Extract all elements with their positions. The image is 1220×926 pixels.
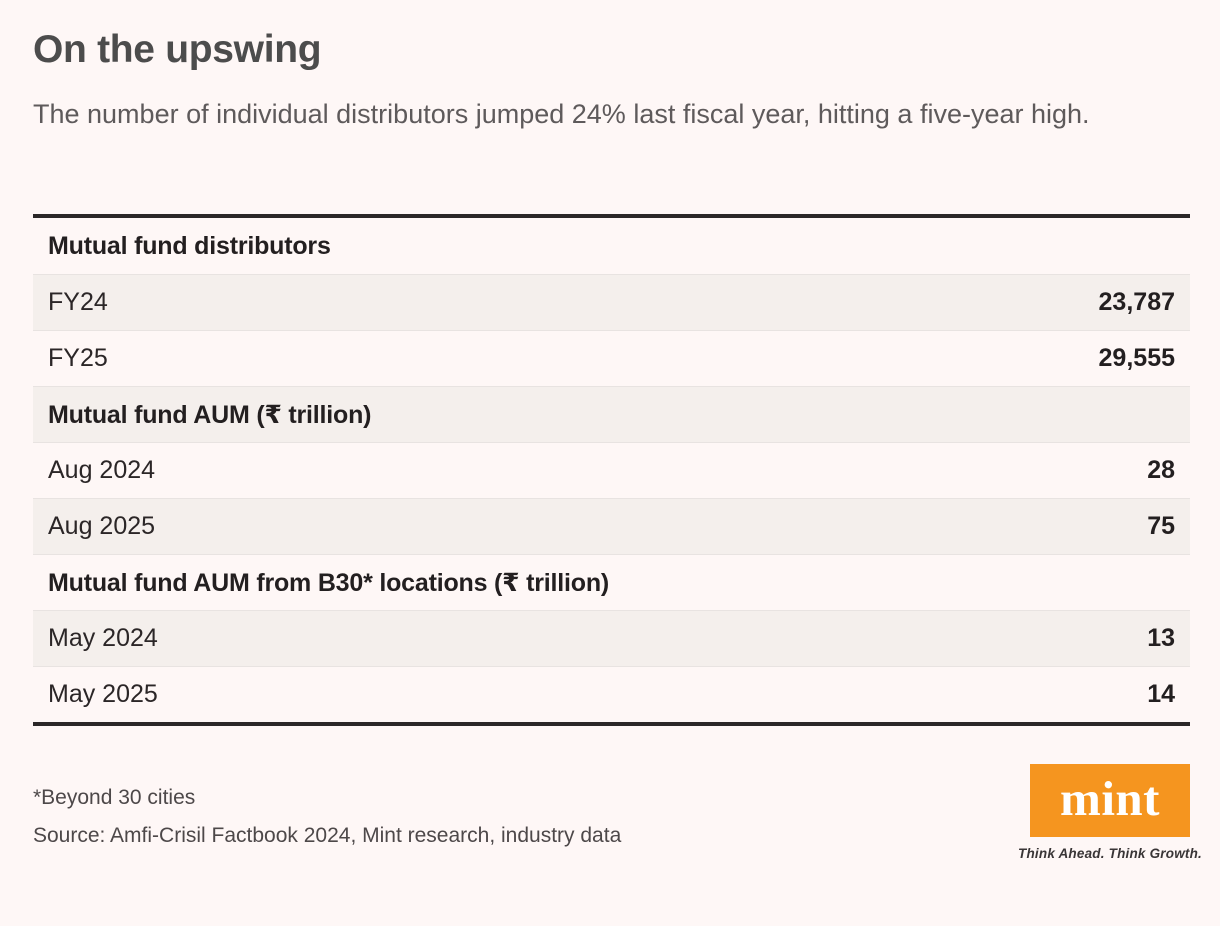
footnote: *Beyond 30 cities bbox=[33, 786, 196, 809]
row-value: 29,555 bbox=[1098, 344, 1175, 372]
chart-card: On the upswing The number of individual … bbox=[33, 28, 1202, 861]
mint-logo-wordmark: mint bbox=[1060, 771, 1160, 826]
chart-footer: *Beyond 30 cities Source: Amfi-Crisil Fa… bbox=[33, 726, 1202, 861]
mint-tagline: Think Ahead. Think Growth. bbox=[1018, 846, 1202, 861]
row-value: 14 bbox=[1147, 680, 1175, 708]
row-label: Aug 2024 bbox=[48, 456, 156, 484]
section-header-label: Mutual fund distributors bbox=[48, 231, 331, 260]
section-header-label: Mutual fund AUM from B30* locations (₹ t… bbox=[48, 568, 610, 597]
table-section-row: Mutual fund AUM (₹ trillion) bbox=[33, 386, 1190, 442]
row-value: 23,787 bbox=[1098, 288, 1175, 316]
row-value: 13 bbox=[1147, 624, 1175, 652]
mint-logo-box: mint bbox=[1030, 764, 1190, 837]
row-label: FY24 bbox=[48, 288, 108, 316]
mint-logo: mint Think Ahead. Think Growth. bbox=[1018, 764, 1202, 861]
table-row: Aug 2025 75 bbox=[33, 498, 1190, 554]
row-value: 75 bbox=[1147, 512, 1175, 540]
table-section-row: Mutual fund AUM from B30* locations (₹ t… bbox=[33, 554, 1190, 610]
row-value: 28 bbox=[1147, 456, 1175, 484]
row-label: May 2024 bbox=[48, 624, 158, 652]
section-header-label: Mutual fund AUM (₹ trillion) bbox=[48, 400, 372, 429]
data-table: Mutual fund distributors FY24 23,787 FY2… bbox=[33, 214, 1190, 726]
source-attribution: Source: Amfi-Crisil Factbook 2024, Mint … bbox=[33, 824, 622, 847]
table-row: May 2025 14 bbox=[33, 666, 1190, 722]
row-label: Aug 2025 bbox=[48, 512, 156, 540]
row-label: FY25 bbox=[48, 344, 108, 372]
table-row: Aug 2024 28 bbox=[33, 442, 1190, 498]
page-title: On the upswing bbox=[33, 28, 322, 71]
table-row: May 2024 13 bbox=[33, 610, 1190, 666]
row-label: May 2025 bbox=[48, 680, 158, 708]
table-row: FY24 23,787 bbox=[33, 274, 1190, 330]
table-section-row: Mutual fund distributors bbox=[33, 218, 1190, 274]
table-row: FY25 29,555 bbox=[33, 330, 1190, 386]
footer-notes: *Beyond 30 cities Source: Amfi-Crisil Fa… bbox=[33, 726, 621, 848]
chart-subtitle: The number of individual distributors ju… bbox=[33, 99, 1090, 129]
